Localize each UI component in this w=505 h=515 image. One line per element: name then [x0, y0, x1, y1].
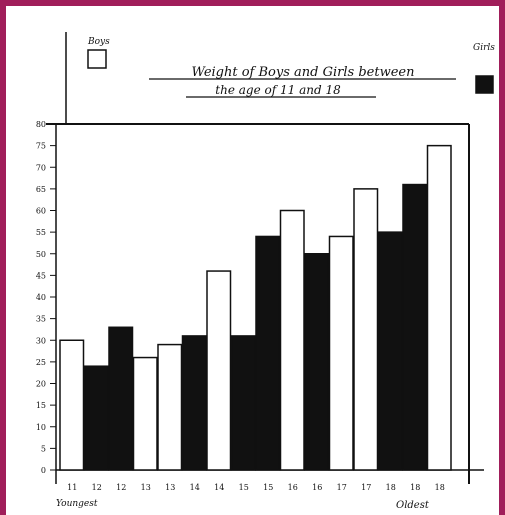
bar-girls: [304, 253, 330, 471]
y-tick-label: 50: [36, 250, 46, 259]
x-tick-label: 18: [435, 483, 445, 492]
bar-boys: [206, 270, 232, 471]
x-tick-label: 11: [67, 483, 77, 492]
bar-boys: [132, 356, 158, 471]
x-tick-label: 16: [288, 483, 298, 492]
paper: Weight of Boys and Girls between the age…: [6, 6, 499, 515]
x-tick-label: 18: [410, 483, 420, 492]
x-tick-label: 13: [141, 483, 151, 492]
chart-title-line2: the age of 11 and 18: [215, 83, 341, 97]
x-tick-label: 14: [214, 483, 224, 492]
bar-boys: [328, 235, 354, 471]
y-tick-label: 80: [36, 120, 46, 129]
x-label-oldest: Oldest: [396, 500, 430, 511]
bar-boys: [279, 209, 305, 471]
y-tick-label: 70: [36, 163, 46, 172]
x-tick-group: 11 12 12 13 13 14 14 15 15 16 16 17 17 18 18 18: [67, 483, 445, 492]
bar-girls: [83, 365, 109, 471]
x-tick-label: 14: [190, 483, 200, 492]
bar-girls: [230, 335, 256, 471]
legend-girls-swatch: [475, 75, 494, 94]
bar-girls: [108, 326, 134, 471]
chart-title-line1: Weight of Boys and Girls between: [192, 65, 415, 80]
x-tick-label: 13: [165, 483, 175, 492]
y-tick-label: 25: [36, 358, 46, 367]
y-tick-label: 40: [36, 293, 46, 302]
legend-boys-swatch: [87, 49, 107, 69]
bar-girls: [181, 335, 207, 471]
y-tick-label: 65: [36, 185, 46, 194]
y-tick-label: 20: [36, 380, 46, 389]
x-label-youngest: Youngest: [56, 499, 98, 509]
x-tick-label: 15: [263, 483, 273, 492]
x-tick-label: 17: [361, 483, 371, 492]
legend-girls-label: Girls: [473, 43, 495, 53]
y-tick-label: 5: [41, 444, 46, 453]
legend-boys-label: Boys: [87, 37, 110, 47]
x-tick-label: 16: [312, 483, 322, 492]
bar-girls: [255, 235, 281, 471]
y-tick-label: 35: [36, 315, 46, 324]
bar-girls: [377, 231, 403, 471]
y-tick-label: 0: [41, 466, 46, 475]
y-tick-group: 0 5 10 15 20 25 30 35 40 45 50 55 60 65 70 75 80: [36, 120, 56, 475]
bar-boys: [157, 343, 183, 471]
x-tick-label: 17: [337, 483, 347, 492]
x-tick-label: 12: [92, 483, 102, 492]
y-tick-label: 45: [36, 271, 46, 280]
x-tick-label: 18: [386, 483, 396, 492]
y-tick-label: 30: [36, 336, 46, 345]
bar-chart: Weight of Boys and Girls between the age…: [36, 32, 495, 511]
y-tick-label: 55: [36, 228, 46, 237]
y-tick-label: 10: [36, 423, 46, 432]
y-tick-label: 75: [36, 142, 46, 151]
bar-boys: [59, 339, 85, 471]
y-tick-label: 15: [36, 401, 46, 410]
bars-group: [59, 144, 452, 471]
bar-boys: [426, 144, 452, 471]
x-tick-label: 15: [239, 483, 249, 492]
bar-boys: [353, 188, 379, 471]
y-tick-label: 60: [36, 207, 46, 216]
bar-girls: [402, 183, 428, 471]
x-tick-label: 12: [116, 483, 126, 492]
